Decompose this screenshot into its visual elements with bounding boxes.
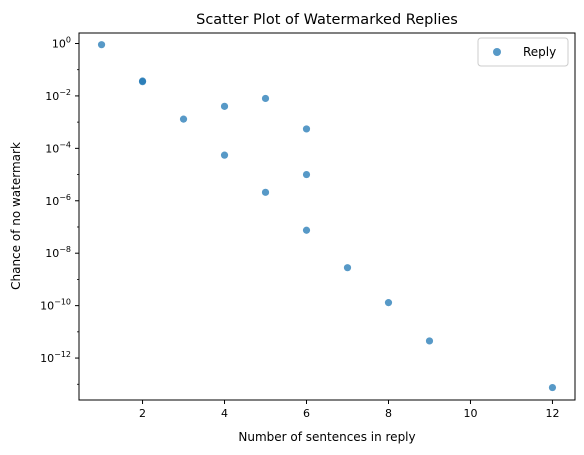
x-tick-label: 10 — [463, 407, 477, 420]
data-point — [425, 337, 434, 345]
data-point — [548, 383, 557, 392]
data-point — [302, 125, 311, 133]
y-tick-label: 10−8 — [45, 245, 71, 260]
data-point — [302, 226, 311, 234]
data-point — [220, 151, 229, 159]
legend-box — [477, 37, 569, 67]
x-axis: 2 4 6 8 10 12 — [139, 400, 559, 420]
x-tick-label: 12 — [545, 407, 559, 420]
legend: Reply — [477, 37, 569, 67]
data-point — [261, 94, 270, 103]
y-tick-label: 10−6 — [45, 193, 71, 208]
y-tick-label: 10−4 — [45, 140, 71, 155]
legend-label: Reply — [523, 45, 556, 59]
data-point — [302, 170, 311, 179]
y-tick-label: 10−12 — [40, 350, 71, 365]
x-tick-label: 4 — [221, 407, 228, 420]
x-axis-label: Number of sentences in reply — [238, 430, 415, 444]
data-point — [343, 264, 352, 272]
data-point — [261, 188, 270, 196]
data-point — [97, 41, 106, 49]
x-tick-label: 2 — [139, 407, 146, 420]
data-point — [179, 115, 188, 123]
x-tick-label: 8 — [385, 407, 392, 420]
legend-marker — [493, 48, 501, 56]
chart-title: Scatter Plot of Watermarked Replies — [196, 12, 458, 28]
y-axis: 100 10−2 10−4 10−6 10−8 10−10 10−12 — [40, 35, 79, 385]
plot-frame — [78, 32, 576, 401]
x-tick-label: 6 — [303, 407, 310, 420]
y-tick-label: 100 — [52, 35, 71, 50]
data-point — [220, 102, 229, 110]
points-layer — [97, 41, 557, 392]
data-point — [384, 299, 393, 307]
data-point — [138, 78, 147, 86]
y-tick-label: 10−2 — [45, 88, 71, 103]
y-tick-label: 10−10 — [40, 298, 71, 313]
y-axis-label: Chance of no watermark — [9, 142, 23, 290]
